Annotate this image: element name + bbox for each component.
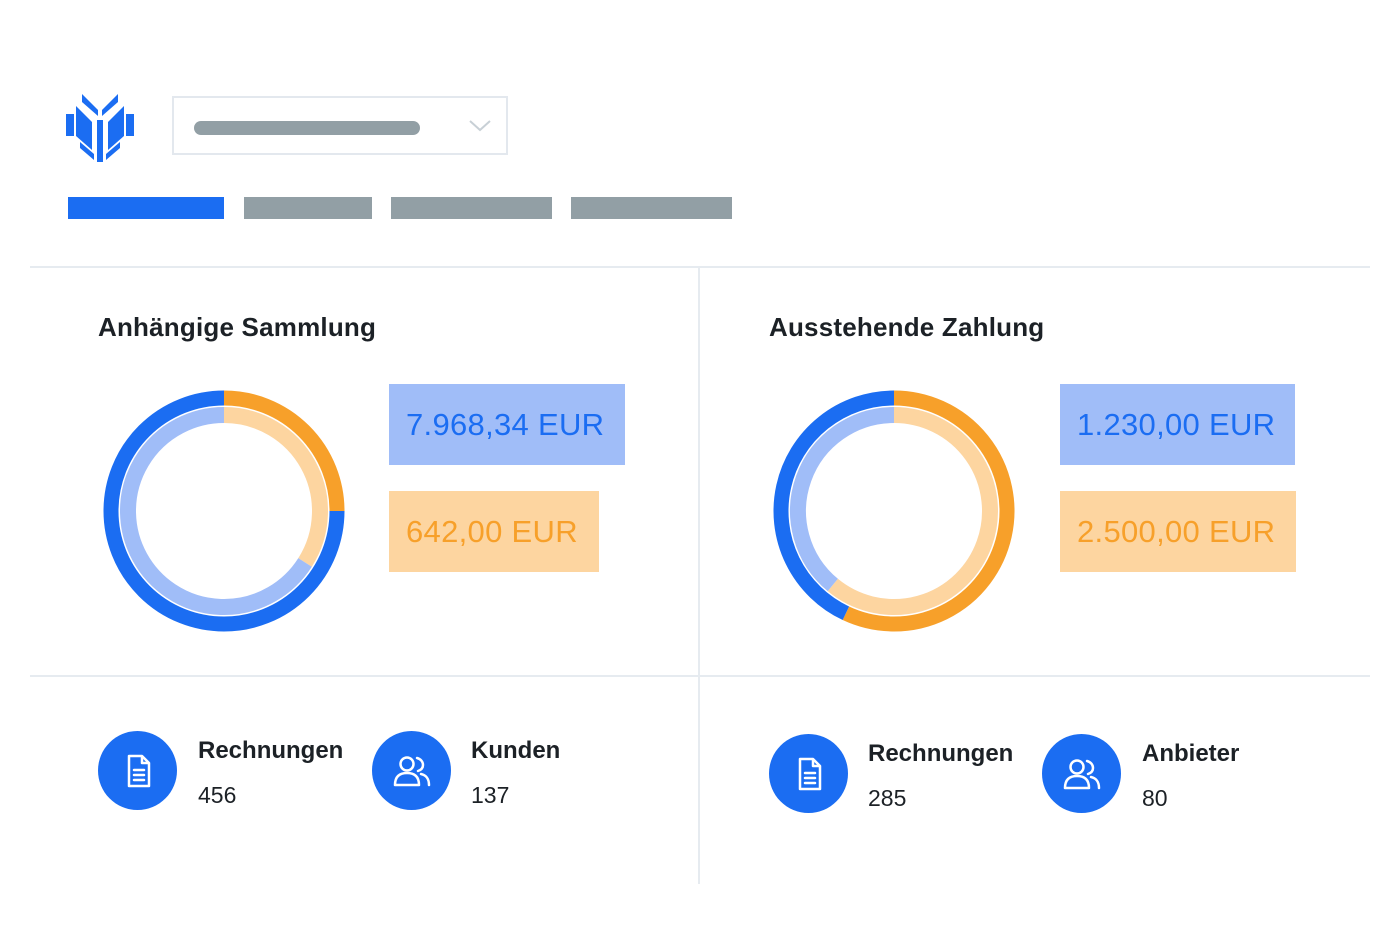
donut-outer-segment-0 (223, 390, 345, 512)
donut-chart-right (773, 390, 1015, 632)
left-amount-orange: 642,00 EUR (389, 491, 599, 572)
donut-inner-segment-1 (120, 407, 312, 615)
document-icon (798, 757, 821, 790)
right-stat-value-vendors: 80 (1142, 785, 1168, 811)
donut-inner-segment-1 (790, 407, 895, 592)
users-icon (1063, 758, 1100, 789)
donut-outer-segment-1 (103, 390, 345, 632)
left-stat-value-invoices: 456 (198, 782, 237, 808)
tab-1[interactable] (68, 197, 224, 219)
donut-outer-segment-1 (773, 390, 895, 621)
right-stat-label-vendors: Anbieter (1142, 740, 1240, 767)
left-customers-icon-button[interactable] (372, 731, 451, 810)
users-icon (393, 755, 430, 786)
right-stat-label-invoices: Rechnungen (868, 740, 1014, 767)
left-invoices-icon-button[interactable] (98, 731, 177, 810)
document-icon (127, 754, 150, 787)
donut-chart-left (103, 390, 345, 632)
right-invoices-icon-button[interactable] (769, 734, 848, 813)
brand-logo-icon[interactable] (64, 94, 136, 162)
donut-inner-segment-0 (827, 407, 998, 615)
right-amount-orange: 2.500,00 EUR (1060, 491, 1296, 572)
tab-2[interactable] (244, 197, 372, 219)
left-stat-label-customers: Kunden (471, 737, 561, 764)
account-select[interactable] (172, 96, 508, 155)
donut-inner-segment-0 (223, 407, 328, 567)
tab-4[interactable] (571, 197, 732, 219)
left-stat-value-customers: 137 (471, 782, 510, 808)
donut-outer-segment-0 (842, 390, 1015, 632)
divider-top (30, 266, 1370, 268)
right-vendors-icon-button[interactable] (1042, 734, 1121, 813)
divider-vertical (698, 266, 700, 884)
right-panel-title: Ausstehende Zahlung (769, 312, 1045, 342)
left-stat-label-invoices: Rechnungen (198, 737, 344, 764)
right-stat-value-invoices: 285 (868, 785, 907, 811)
right-amount-blue: 1.230,00 EUR (1060, 384, 1295, 465)
left-amount-blue: 7.968,34 EUR (389, 384, 625, 465)
divider-middle (30, 675, 1370, 677)
chevron-down-icon (469, 120, 491, 132)
tab-3[interactable] (391, 197, 552, 219)
select-value-placeholder (194, 121, 420, 135)
left-panel-title: Anhängige Sammlung (98, 312, 377, 342)
